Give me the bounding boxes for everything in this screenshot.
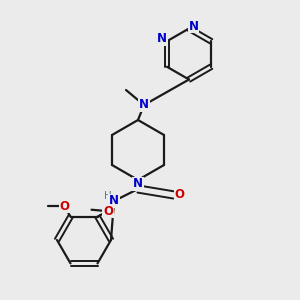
- Text: N: N: [157, 32, 167, 45]
- Text: O: O: [59, 200, 70, 213]
- Text: N: N: [109, 194, 119, 208]
- Text: O: O: [174, 188, 184, 201]
- Text: N: N: [139, 98, 149, 112]
- Text: H: H: [103, 190, 111, 201]
- Text: O: O: [103, 205, 113, 218]
- Text: N: N: [133, 177, 143, 190]
- Text: N: N: [189, 20, 199, 33]
